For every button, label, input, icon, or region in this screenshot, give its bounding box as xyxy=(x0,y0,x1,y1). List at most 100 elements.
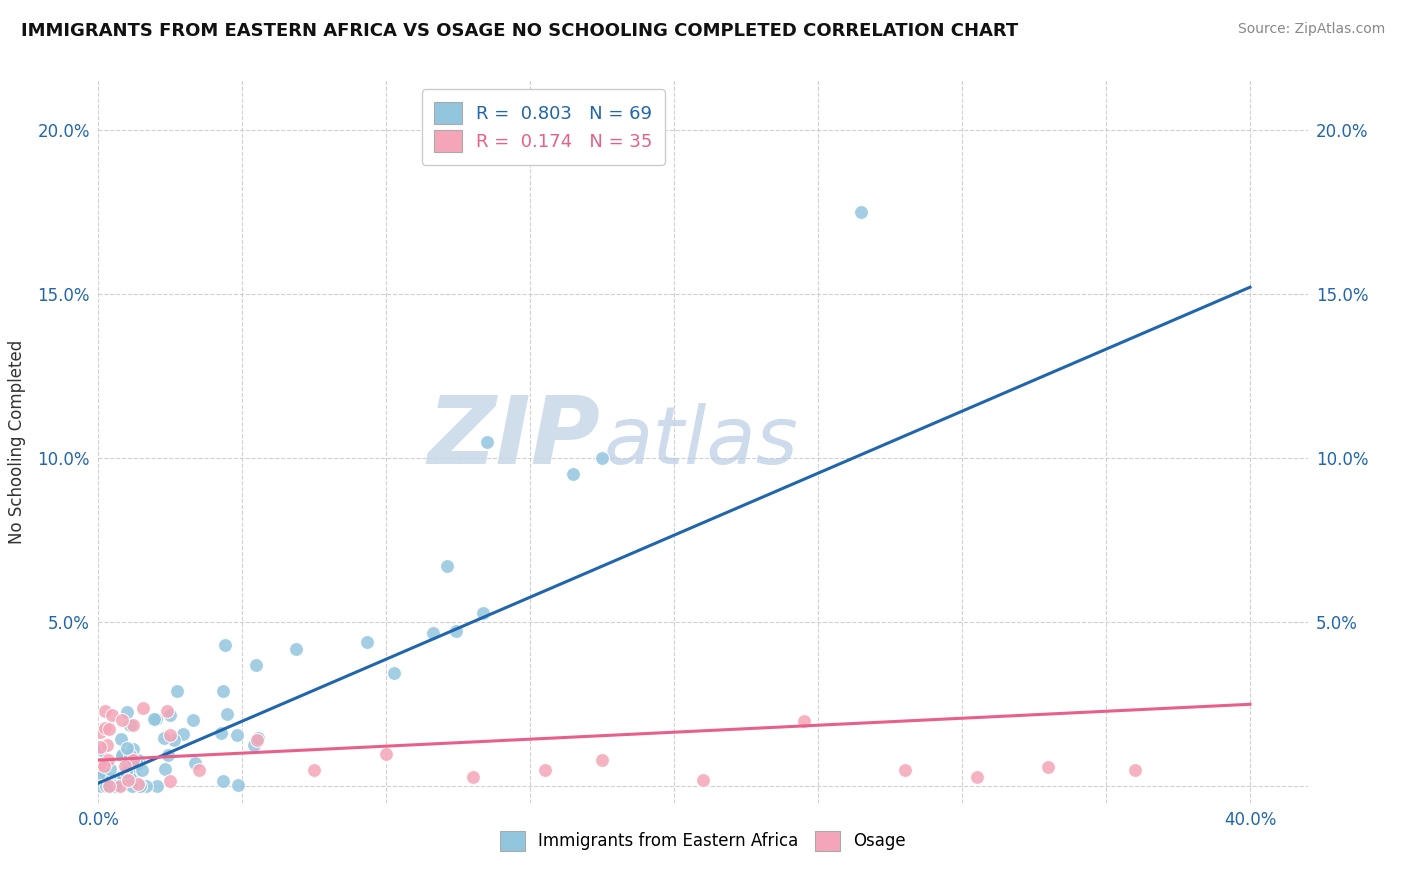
Point xyxy=(98,763,121,777)
Point xyxy=(111,748,134,763)
Point xyxy=(966,770,988,784)
Point xyxy=(118,718,141,732)
Point xyxy=(124,769,146,783)
Point xyxy=(356,635,378,649)
Point xyxy=(159,728,181,742)
Point xyxy=(96,738,118,752)
Point xyxy=(246,733,269,747)
Point xyxy=(228,778,250,792)
Point xyxy=(157,747,180,762)
Point xyxy=(131,763,153,777)
Point xyxy=(125,757,148,772)
Point xyxy=(100,773,122,788)
Point xyxy=(472,606,495,620)
Point xyxy=(122,742,145,756)
Point xyxy=(91,768,114,782)
Point xyxy=(184,756,207,771)
Point xyxy=(211,684,233,698)
Point xyxy=(93,759,115,773)
Point xyxy=(375,747,398,761)
Point xyxy=(436,558,458,573)
Point xyxy=(145,713,167,727)
Point xyxy=(159,774,181,789)
Text: Source: ZipAtlas.com: Source: ZipAtlas.com xyxy=(1237,22,1385,37)
Point xyxy=(128,753,150,767)
Point xyxy=(110,732,132,747)
Point xyxy=(127,777,149,791)
Point xyxy=(156,704,179,718)
Point xyxy=(89,739,111,754)
Point xyxy=(226,728,249,742)
Point xyxy=(121,780,143,794)
Point xyxy=(97,753,120,767)
Point xyxy=(105,778,128,792)
Point xyxy=(115,764,138,779)
Point xyxy=(533,763,555,777)
Point xyxy=(181,713,204,727)
Point xyxy=(114,759,136,773)
Point xyxy=(793,714,815,728)
Point xyxy=(122,753,145,767)
Point xyxy=(444,624,467,638)
Point xyxy=(117,756,139,771)
Point xyxy=(212,773,235,788)
Point xyxy=(243,738,266,752)
Point xyxy=(166,684,188,698)
Point xyxy=(90,780,112,794)
Point xyxy=(101,707,124,722)
Point xyxy=(104,780,127,794)
Legend: Immigrants from Eastern Africa, Osage: Immigrants from Eastern Africa, Osage xyxy=(492,822,914,860)
Point xyxy=(94,721,117,735)
Point xyxy=(163,733,186,747)
Point xyxy=(1123,763,1146,777)
Point xyxy=(153,762,176,776)
Point xyxy=(562,467,585,482)
Point xyxy=(128,780,150,794)
Point xyxy=(98,780,121,794)
Point xyxy=(97,780,120,794)
Point xyxy=(89,725,111,739)
Point xyxy=(135,780,157,794)
Point xyxy=(591,753,613,767)
Point xyxy=(101,778,124,792)
Point xyxy=(692,772,714,787)
Point xyxy=(245,657,267,672)
Point xyxy=(89,756,111,771)
Point xyxy=(97,723,120,737)
Point xyxy=(246,731,269,746)
Point xyxy=(108,779,131,793)
Point xyxy=(146,780,169,794)
Point xyxy=(115,705,138,719)
Point xyxy=(142,713,165,727)
Point xyxy=(107,780,129,794)
Point xyxy=(121,718,143,732)
Point xyxy=(111,748,134,763)
Point xyxy=(285,642,308,657)
Point xyxy=(209,726,232,740)
Point xyxy=(304,763,326,777)
Point xyxy=(591,450,613,465)
Point xyxy=(94,780,117,794)
Point xyxy=(91,764,114,779)
Point xyxy=(214,638,236,652)
Point xyxy=(461,770,484,784)
Point xyxy=(115,741,138,756)
Point xyxy=(893,763,915,777)
Point xyxy=(159,708,181,723)
Text: atlas: atlas xyxy=(603,402,799,481)
Point xyxy=(117,773,139,788)
Text: ZIP: ZIP xyxy=(427,392,600,484)
Point xyxy=(153,731,176,745)
Point xyxy=(104,772,127,787)
Point xyxy=(112,768,135,782)
Point xyxy=(1038,760,1060,774)
Point xyxy=(215,707,238,722)
Point xyxy=(93,704,115,718)
Point xyxy=(91,743,114,757)
Point xyxy=(120,768,142,782)
Point xyxy=(124,758,146,772)
Point xyxy=(172,727,194,741)
Point xyxy=(111,713,134,727)
Point xyxy=(851,204,873,219)
Point xyxy=(188,763,211,777)
